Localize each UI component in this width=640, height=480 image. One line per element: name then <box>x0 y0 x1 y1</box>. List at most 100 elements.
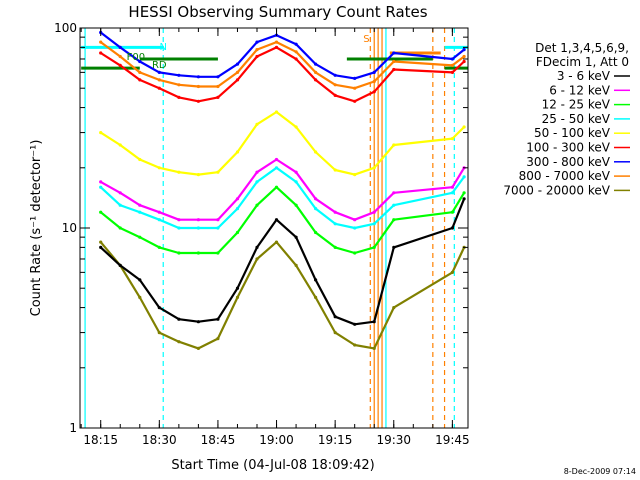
data-point <box>372 90 376 94</box>
data-point <box>450 226 454 230</box>
legend-label: 800 - 7000 keV <box>519 169 611 183</box>
data-point <box>274 218 279 222</box>
data-point <box>255 122 259 126</box>
data-point <box>294 180 298 184</box>
data-point <box>274 45 279 50</box>
data-point <box>353 99 357 103</box>
data-point <box>157 86 161 90</box>
data-point <box>138 70 142 74</box>
data-point <box>235 70 240 74</box>
data-point <box>333 83 337 87</box>
data-point <box>255 40 259 44</box>
data-point <box>314 62 318 66</box>
data-point <box>216 337 220 341</box>
data-point <box>138 278 142 282</box>
data-point <box>450 137 454 141</box>
data-point <box>450 57 454 61</box>
x-axis: 18:15 18:30 18:45 19:00 19:15 19:30 19:45 <box>80 28 470 447</box>
data-point <box>353 86 357 90</box>
data-point <box>392 143 396 147</box>
data-point <box>314 207 318 211</box>
data-point <box>274 166 279 170</box>
series-6-12-kev <box>99 157 466 222</box>
series-100-300-kev <box>99 45 466 103</box>
data-point <box>235 150 240 154</box>
data-point <box>294 203 298 207</box>
series-line <box>100 41 465 90</box>
data-point <box>235 286 240 290</box>
data-point <box>196 75 200 79</box>
data-point <box>138 210 142 214</box>
data-point <box>177 317 181 321</box>
data-point <box>353 76 357 80</box>
data-point <box>196 320 200 324</box>
data-point <box>99 51 103 55</box>
series-7000-20000-kev <box>99 240 466 350</box>
data-point <box>118 143 122 147</box>
data-point <box>353 343 357 347</box>
data-point <box>118 203 122 207</box>
data-point <box>196 251 200 255</box>
data-point <box>462 197 466 201</box>
data-point <box>353 322 357 326</box>
data-point <box>392 218 396 222</box>
data-point <box>138 295 142 299</box>
chart-title: HESSI Observing Summary Count Rates <box>128 3 427 21</box>
x-tick-label: 19:45 <box>435 433 470 447</box>
x-tick-label: 19:30 <box>376 433 411 447</box>
data-point <box>157 245 161 249</box>
data-point <box>157 331 161 335</box>
data-point <box>216 170 220 174</box>
x-tick-label: 19:15 <box>318 433 353 447</box>
data-point <box>392 67 396 72</box>
legend-label: 100 - 300 keV <box>526 141 610 155</box>
flag-label-s: S <box>363 34 369 45</box>
data-point <box>333 331 337 335</box>
data-point <box>353 226 357 230</box>
data-point <box>99 180 103 184</box>
data-point <box>216 75 220 79</box>
data-point <box>235 295 240 299</box>
legend-label: 3 - 6 keV <box>557 69 611 83</box>
data-point <box>157 70 161 74</box>
data-point <box>333 245 337 249</box>
data-point <box>138 78 142 82</box>
data-point <box>333 222 337 226</box>
data-point <box>196 218 200 222</box>
data-point <box>196 173 200 177</box>
data-point <box>235 197 240 201</box>
data-point <box>372 346 376 350</box>
data-point <box>157 78 161 82</box>
data-point <box>255 257 259 261</box>
legend: Det 1,3,4,5,6,9, FDecim 1, Att 0 3 - 6 k… <box>503 41 630 197</box>
series-line <box>99 198 466 326</box>
data-point <box>216 317 220 321</box>
data-point <box>353 218 357 222</box>
data-point <box>216 218 220 222</box>
data-point <box>255 54 259 59</box>
data-point <box>255 180 259 184</box>
series-3-6-kev <box>99 197 466 326</box>
data-point <box>177 83 181 87</box>
data-point <box>255 203 259 207</box>
data-point <box>216 95 220 99</box>
y-tick-label: 1 <box>69 421 77 435</box>
data-point <box>462 54 466 59</box>
y-axis: 1 10 100 <box>54 21 468 435</box>
data-point <box>462 59 466 64</box>
legend-label: 6 - 12 keV <box>549 83 611 97</box>
legend-header-line-2: FDecim 1, Att 0 <box>536 55 629 69</box>
data-point <box>118 191 122 195</box>
x-tick-label: 18:30 <box>142 433 177 447</box>
data-point <box>314 197 318 201</box>
data-point <box>372 79 376 84</box>
data-point <box>333 315 337 319</box>
data-point <box>118 54 122 59</box>
data-point <box>372 166 376 170</box>
data-point <box>177 95 181 99</box>
data-point <box>157 210 161 214</box>
data-point <box>353 173 357 177</box>
data-point <box>274 40 279 44</box>
data-point <box>138 235 142 239</box>
